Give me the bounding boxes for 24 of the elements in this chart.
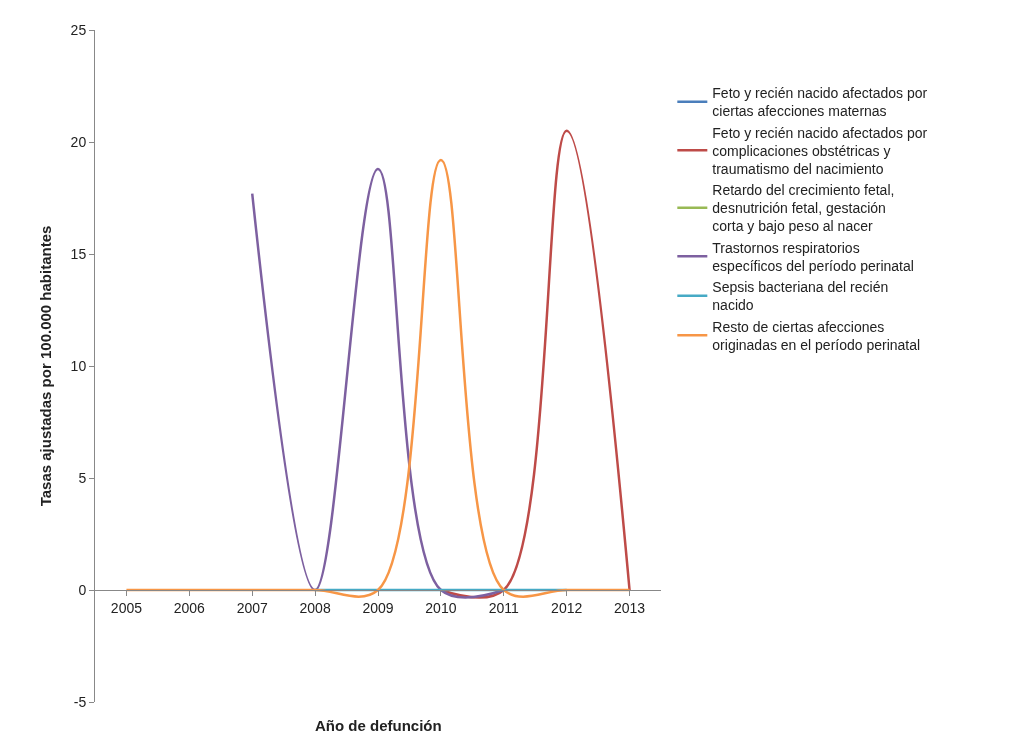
legend-label: Trastornos respiratorios específicos del período perinatal [712, 239, 914, 274]
x-axis-title: Año de defunción [315, 717, 442, 734]
legend-label: Sepsis bacteriana del recién nacido [712, 279, 889, 314]
x-tick-label: 2005 [110, 599, 143, 616]
y-axis-title: Tasas ajustadas por 100.000 habitantes [36, 225, 54, 507]
x-tick-label: 2011 [488, 599, 520, 616]
y-tick-label: 25 [70, 21, 87, 38]
y-tick-label: 10 [70, 357, 87, 374]
legend-label: Resto de ciertas afecciones originadas en el período perinatal [712, 318, 921, 353]
legend-label: Retardo del crecimiento fetal, desnutrición fetal, gestación corta y bajo peso al nacer [712, 182, 895, 235]
x-tick-label: 2006 [173, 599, 206, 616]
x-tick-label: 2010 [425, 599, 457, 616]
y-tick-label: 0 [78, 581, 87, 598]
x-tick-label: 2013 [613, 599, 646, 616]
x-tick-label: 2009 [362, 599, 394, 616]
y-tick-label: 20 [70, 133, 87, 150]
y-tick-label: 5 [78, 469, 87, 486]
legend-label: Feto y recién nacido afectados por ciertas afecciones maternas [712, 85, 928, 120]
x-tick-label: 2007 [236, 599, 268, 616]
x-tick-label: 2008 [299, 599, 331, 616]
y-tick-label: -5 [73, 693, 87, 710]
x-tick-label: 2012 [551, 599, 583, 616]
legend-label: Feto y recién nacido afectados por complicaciones obstétricas y traumatismo del nacimiento [712, 124, 928, 177]
y-tick-label: 15 [70, 245, 87, 262]
